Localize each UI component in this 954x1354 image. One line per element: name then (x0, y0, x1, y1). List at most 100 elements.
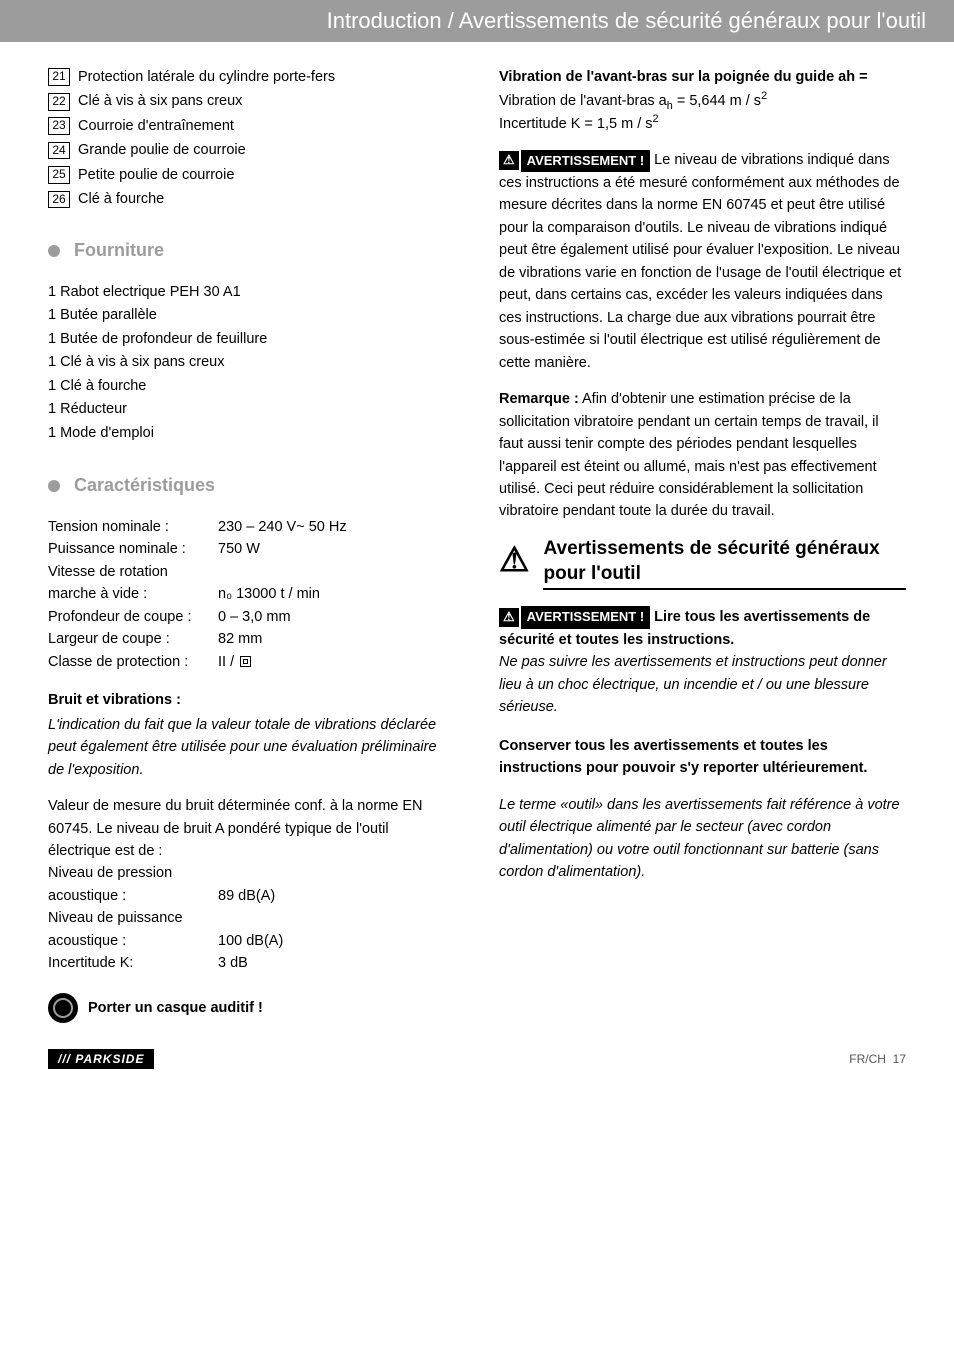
noise-row: acoustique :89 dB(A) (48, 885, 455, 907)
safety-heading-row: ⚠ Avertissements de sécurité généraux po… (499, 537, 906, 590)
vibration-heading: Vibration de l'avant-bras sur la poignée… (499, 66, 906, 88)
part-label: Grande poulie de courroie (78, 139, 246, 161)
parts-list-item: 25 Petite poulie de courroie (48, 164, 455, 186)
spec-value: n₀ 13000 t / min (218, 583, 320, 605)
part-number: 26 (48, 191, 70, 209)
spec-row: Profondeur de coupe :0 – 3,0 mm (48, 606, 455, 628)
remark-paragraph: Remarque : Afin d'obtenir une estimation… (499, 388, 906, 523)
supply-item: 1 Clé à vis à six pans creux (48, 351, 455, 373)
part-label: Petite poulie de courroie (78, 164, 234, 186)
warning-paragraph-2: ⚠ AVERTISSEMENT ! Lire tous les avertiss… (499, 606, 906, 718)
noise-row: acoustique :100 dB(A) (48, 930, 455, 952)
warning-italic-text: Ne pas suivre les avertissements et inst… (499, 651, 906, 718)
parts-list: 21 Protection latérale du cylindre porte-… (48, 66, 455, 211)
page-header: Introduction / Avertissements de sécurit… (0, 0, 954, 42)
vibration-line-2: Incertitude K = 1,5 m / s2 (499, 113, 906, 135)
supply-heading: Fourniture (48, 237, 455, 265)
supply-list: 1 Rabot electrique PEH 30 A11 Butée para… (48, 281, 455, 444)
part-number: 24 (48, 142, 70, 160)
spec-row: Vitesse de rotation (48, 561, 455, 583)
noise-label: acoustique : (48, 930, 218, 952)
spec-label: Vitesse de rotation (48, 561, 218, 583)
warning-label: AVERTISSEMENT ! (521, 606, 651, 628)
noise-row: Incertitude K:3 dB (48, 952, 455, 974)
warning-triangle-icon: ⚠ (499, 151, 519, 169)
specs-heading: Caractéristiques (48, 472, 455, 500)
spec-row: Classe de protection : II / (48, 651, 455, 673)
spec-label: Largeur de coupe : (48, 628, 218, 650)
brand-logo: /// PARKSIDE (48, 1049, 154, 1069)
spec-label: marche à vide : (48, 583, 218, 605)
remark-label: Remarque : (499, 391, 579, 407)
warning-paragraph-1: ⚠ AVERTISSEMENT ! Le niveau de vibration… (499, 149, 906, 374)
part-label: Courroie d'entraînement (78, 115, 234, 137)
noise-row: Niveau de puissance (48, 907, 455, 929)
noise-label: Incertitude K: (48, 952, 218, 974)
part-label: Protection latérale du cylindre porte-fe… (78, 66, 335, 88)
part-label: Clé à vis à six pans creux (78, 90, 242, 112)
vibration-line-1: Vibration de l'avant-bras ah = 5,644 m /… (499, 90, 906, 112)
ear-protection-line: Porter un casque auditif ! (48, 993, 455, 1023)
parts-list-item: 24 Grande poulie de courroie (48, 139, 455, 161)
spec-label: Puissance nominale : (48, 538, 218, 560)
warning-label: AVERTISSEMENT ! (521, 150, 651, 172)
keep-instructions: Conserver tous les avertissements et tou… (499, 735, 906, 780)
safety-heading: Avertissements de sécurité généraux pour… (543, 537, 906, 590)
warning-triangle-icon: ⚠ (499, 537, 529, 585)
bullet-icon (48, 480, 60, 492)
page-footer: /// PARKSIDE FR/CH 17 (0, 1031, 954, 1099)
supply-title: Fourniture (74, 237, 164, 265)
supply-item: 1 Réducteur (48, 398, 455, 420)
double-square-icon (240, 656, 251, 667)
left-column: 21 Protection latérale du cylindre porte-… (48, 66, 455, 1023)
bullet-icon (48, 245, 60, 257)
parts-list-item: 23 Courroie d'entraînement (48, 115, 455, 137)
supply-item: 1 Butée parallèle (48, 304, 455, 326)
noise-value: 89 dB(A) (218, 885, 275, 907)
spec-value: 0 – 3,0 mm (218, 606, 291, 628)
specs-title: Caractéristiques (74, 472, 215, 500)
supply-item: 1 Clé à fourche (48, 375, 455, 397)
supply-item: 1 Rabot electrique PEH 30 A1 (48, 281, 455, 303)
content-area: 21 Protection latérale du cylindre porte-… (0, 42, 954, 1031)
parts-list-item: 26 Clé à fourche (48, 188, 455, 210)
parts-list-item: 22 Clé à vis à six pans creux (48, 90, 455, 112)
warning-triangle-icon: ⚠ (499, 608, 519, 626)
warning-badge: ⚠ AVERTISSEMENT ! (499, 150, 650, 172)
spec-value: 82 mm (218, 628, 262, 650)
spec-row: Largeur de coupe :82 mm (48, 628, 455, 650)
noise-para: Valeur de mesure du bruit déterminée con… (48, 795, 455, 862)
spec-row: marche à vide :n₀ 13000 t / min (48, 583, 455, 605)
noise-heading: Bruit et vibrations : (48, 689, 455, 711)
part-number: 21 (48, 68, 70, 86)
noise-label: acoustique : (48, 885, 218, 907)
supply-item: 1 Mode d'emploi (48, 422, 455, 444)
spec-value: 230 – 240 V~ 50 Hz (218, 516, 347, 538)
part-number: 23 (48, 117, 70, 135)
noise-label: Niveau de puissance (48, 907, 218, 929)
spec-label: Classe de protection : (48, 651, 218, 673)
noise-label: Niveau de pression (48, 862, 218, 884)
ear-protection-icon (48, 993, 78, 1023)
noise-value: 100 dB(A) (218, 930, 283, 952)
right-column: Vibration de l'avant-bras sur la poignée… (499, 66, 906, 1023)
spec-row: Tension nominale :230 – 240 V~ 50 Hz (48, 516, 455, 538)
specs-list: Tension nominale :230 – 240 V~ 50 HzPuis… (48, 516, 455, 651)
spec-value: II / (218, 651, 251, 673)
part-label: Clé à fourche (78, 188, 164, 210)
page-number: FR/CH 17 (849, 1052, 906, 1066)
ear-protection-text: Porter un casque auditif ! (88, 997, 263, 1019)
part-number: 25 (48, 166, 70, 184)
spec-label: Tension nominale : (48, 516, 218, 538)
noise-row: Niveau de pression (48, 862, 455, 884)
noise-intro: L'indication du fait que la valeur total… (48, 714, 455, 781)
parts-list-item: 21 Protection latérale du cylindre porte-… (48, 66, 455, 88)
supply-item: 1 Butée de profondeur de feuillure (48, 328, 455, 350)
term-definition: Le terme «outil» dans les avertissements… (499, 794, 906, 884)
noise-rows: Niveau de pressionacoustique :89 dB(A)Ni… (48, 862, 455, 974)
spec-label: Profondeur de coupe : (48, 606, 218, 628)
spec-row: Puissance nominale :750 W (48, 538, 455, 560)
noise-value: 3 dB (218, 952, 248, 974)
part-number: 22 (48, 93, 70, 111)
warning-badge: ⚠ AVERTISSEMENT ! (499, 606, 650, 628)
